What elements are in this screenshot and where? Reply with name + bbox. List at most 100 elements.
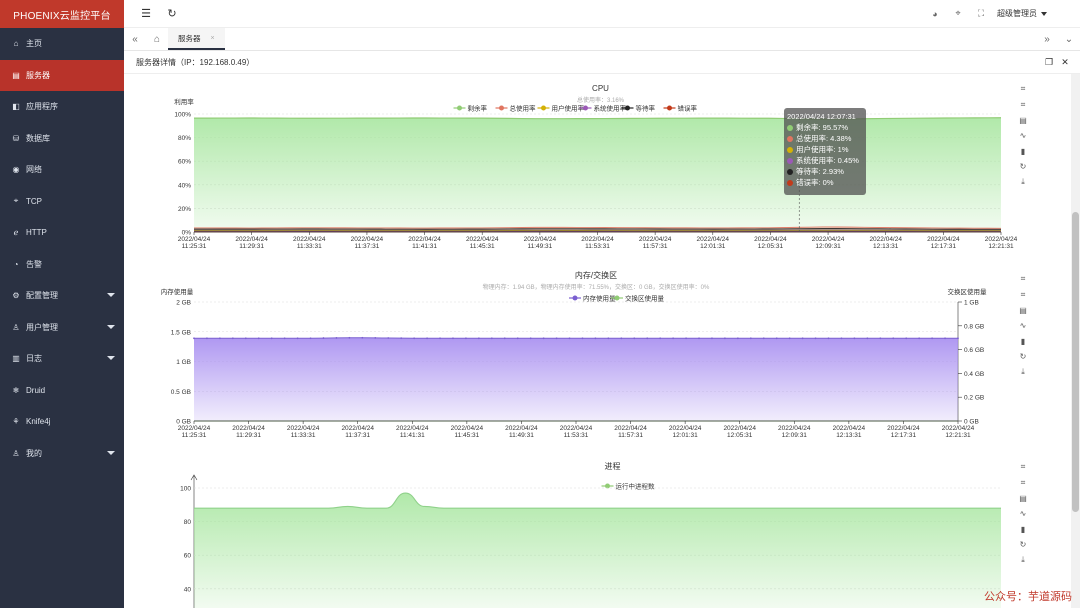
- tooltip-row: 等待率: 2.93%: [787, 166, 863, 177]
- zoom-icon[interactable]: ⌗: [1020, 84, 1026, 94]
- tab-dropdown-icon[interactable]: ⌄: [1064, 33, 1074, 45]
- line-type-icon[interactable]: ∿: [1019, 509, 1027, 519]
- data-view-icon[interactable]: ▤: [1019, 493, 1027, 503]
- server-icon: ▤: [12, 70, 20, 80]
- tooltip-value: 系统使用率: 0.45%: [796, 156, 859, 165]
- x-tick-label: 2022/04/24 12:21:31: [985, 236, 1018, 250]
- tab-scroll-left-icon[interactable]: «: [132, 33, 138, 45]
- x-tick-label: 2022/04/24 11:49:31: [524, 236, 557, 250]
- y2-axis-label: 交换区使用量: [948, 287, 988, 296]
- line-type-icon[interactable]: ∿: [1019, 131, 1027, 141]
- tag-icon[interactable]: ⌖: [955, 8, 961, 18]
- sidebar-item-label: 数据库: [26, 133, 50, 143]
- tab-scroll-right-icon[interactable]: »: [1044, 33, 1050, 45]
- zoom-icon[interactable]: ⌗: [1020, 274, 1026, 284]
- line-type-icon[interactable]: ∿: [1019, 321, 1027, 331]
- x-tick-label: 2022/04/24 12:13:31: [869, 236, 902, 250]
- x-tick-label: 2022/04/24 11:57:31: [614, 425, 647, 439]
- y-tick-label: 100%: [174, 112, 191, 119]
- sidebar-item-druid[interactable]: ❄ Druid: [0, 375, 124, 407]
- series-point: [231, 337, 234, 340]
- tab-server[interactable]: 服务器 ×: [168, 28, 225, 50]
- zoom-icon[interactable]: ⌗: [1020, 462, 1026, 472]
- series-point: [244, 337, 247, 340]
- scrollbar-thumb[interactable]: [1072, 212, 1079, 512]
- sidebar-item-server[interactable]: ▤ 服务器: [0, 59, 124, 91]
- scrollbar[interactable]: [1071, 74, 1080, 608]
- x-tick-label: 2022/04/24 12:17:31: [927, 236, 960, 250]
- legend-dot-icon: [787, 124, 793, 131]
- sidebar-item-label: Knife4j: [26, 417, 51, 427]
- download-icon[interactable]: ⤓: [1021, 555, 1025, 565]
- series-area: [194, 117, 1001, 232]
- x-tick-label: 2022/04/24 11:37:31: [351, 236, 384, 250]
- sidebar-item-network[interactable]: ◉ 网络: [0, 154, 124, 186]
- refresh-icon[interactable]: ↻: [167, 8, 177, 20]
- x-tick-label: 2022/04/24 12:09:31: [778, 425, 811, 439]
- sidebar-item-app[interactable]: ◧ 应用程序: [0, 91, 124, 123]
- sidebar-item-config[interactable]: ⚙ 配置管理: [0, 280, 124, 312]
- series-point: [905, 337, 908, 340]
- sidebar-item-knife4j[interactable]: ⚘ Knife4j: [0, 406, 124, 438]
- y-tick-label: 1.5 GB: [171, 329, 191, 336]
- x-tick-label: 2022/04/24 12:21:31: [942, 425, 975, 439]
- chevron-down-icon: [107, 450, 115, 455]
- x-tick-label: 2022/04/24 11:25:31: [178, 236, 211, 250]
- theme-icon[interactable]: ◕: [932, 8, 938, 19]
- download-icon[interactable]: ⤓: [1021, 177, 1025, 187]
- fullscreen-icon[interactable]: ⛶: [977, 8, 985, 18]
- close-icon[interactable]: ✕: [1061, 57, 1069, 67]
- download-icon[interactable]: ⤓: [1021, 367, 1025, 377]
- sidebar-item-home[interactable]: ⌂ 主页: [0, 28, 124, 60]
- data-view-icon[interactable]: ▤: [1019, 115, 1027, 125]
- sidebar-item-bell[interactable]: ◔ 告警: [0, 249, 124, 281]
- legend-dot-icon: [605, 483, 610, 489]
- series-point: [452, 337, 454, 340]
- y2-tick-label: 1 GB: [964, 300, 979, 307]
- bar-type-icon[interactable]: ▮: [1020, 524, 1026, 534]
- bell-icon: ◔: [13, 259, 19, 269]
- legend-dot-icon: [541, 105, 546, 111]
- sidebar-item-user[interactable]: ♙ 用户管理: [0, 312, 124, 344]
- zoom-reset-icon[interactable]: ⌗: [1020, 477, 1026, 487]
- restore-icon[interactable]: ↻: [1019, 162, 1027, 172]
- tab-bar: « ⌂ 服务器 × » ⌄: [124, 28, 1080, 51]
- restore-window-icon[interactable]: ❐: [1044, 57, 1054, 67]
- chart-title: 进程: [605, 462, 621, 471]
- zoom-reset-icon[interactable]: ⌗: [1020, 99, 1026, 109]
- sidebar-item-log[interactable]: ▥ 日志: [0, 343, 124, 375]
- bar-type-icon[interactable]: ▮: [1020, 336, 1026, 346]
- tooltip-row: 系统使用率: 0.45%: [787, 155, 863, 166]
- bar-type-icon[interactable]: ▮: [1020, 146, 1026, 156]
- sidebar-item-label: 主页: [26, 39, 42, 49]
- sidebar-item-database[interactable]: ⛁ 数据库: [0, 123, 124, 155]
- restore-icon[interactable]: ↻: [1019, 540, 1027, 550]
- y-tick-label: 40%: [178, 182, 191, 189]
- brand-logo[interactable]: PHOENIX云监控平台: [0, 0, 124, 28]
- series-point: [931, 337, 934, 340]
- home-tab-icon[interactable]: ⌂: [153, 33, 161, 45]
- data-view-icon[interactable]: ▤: [1019, 305, 1027, 315]
- y-tick-label: 2 GB: [176, 300, 191, 307]
- sidebar-item-http[interactable]: ℯ HTTP: [0, 217, 124, 249]
- zoom-reset-icon[interactable]: ⌗: [1020, 289, 1026, 299]
- close-icon[interactable]: ×: [210, 34, 215, 42]
- y-tick-label: 0%: [182, 230, 192, 237]
- series-point: [555, 337, 558, 340]
- http-icon: ℯ: [13, 228, 19, 238]
- memory-chart: 内存/交换区 物理内存：1.94 GB，物理内存使用率：71.55%，交换区：0 …: [124, 268, 1080, 448]
- series-point: [529, 337, 532, 340]
- sidebar-item-label: TCP: [26, 196, 42, 206]
- legend-dot-icon: [625, 105, 630, 111]
- sidebar-item-tcp[interactable]: ⌖ TCP: [0, 186, 124, 218]
- sidebar-item-label: 应用程序: [26, 102, 58, 112]
- y-tick-label: 60%: [178, 159, 191, 166]
- menu-toggle-icon[interactable]: ☰: [141, 8, 151, 20]
- series-point: [503, 337, 506, 340]
- series-line: [193, 226, 1002, 229]
- user-menu[interactable]: 超级管理员: [997, 8, 1047, 19]
- series-point: [620, 337, 623, 340]
- sidebar-item-profile[interactable]: ♙ 我的: [0, 438, 124, 470]
- restore-icon[interactable]: ↻: [1019, 352, 1027, 362]
- x-tick-label: 2022/04/24 11:25:31: [178, 425, 211, 439]
